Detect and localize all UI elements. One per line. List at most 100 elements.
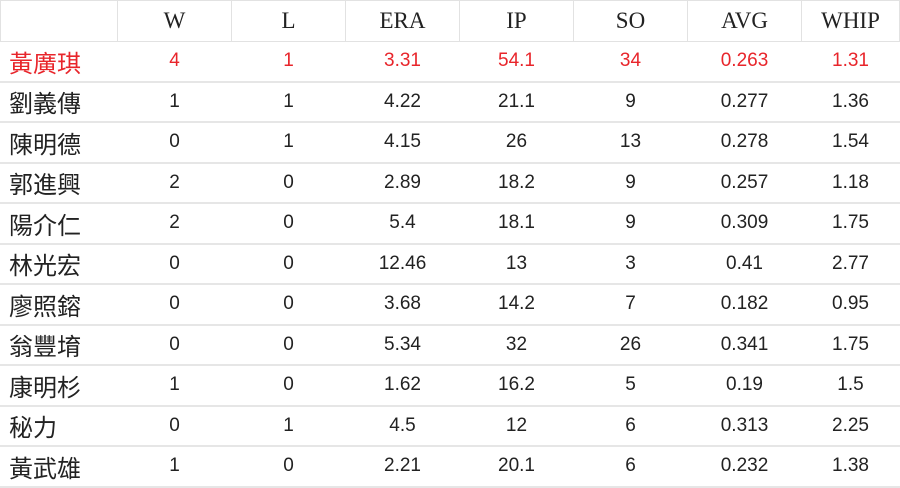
stat-cell: 1 — [117, 445, 232, 488]
stat-cell: 4.15 — [345, 121, 460, 164]
table-row: 劉義傳 1 1 4.22 21.1 9 0.277 1.36 — [0, 81, 900, 123]
stat-cell: 4.5 — [345, 405, 460, 447]
player-name: 廖照鎔 — [0, 283, 118, 326]
stat-cell: 1.18 — [801, 162, 900, 204]
stat-cell: 20.1 — [459, 445, 574, 488]
stat-cell: 1 — [231, 405, 346, 447]
stat-cell: 0.263 — [687, 41, 802, 83]
table-row: 陳明德 0 1 4.15 26 13 0.278 1.54 — [0, 121, 900, 164]
stat-cell: 4 — [117, 41, 232, 83]
table-row: 黃廣琪 4 1 3.31 54.1 34 0.263 1.31 — [0, 41, 900, 83]
stat-cell: 13 — [459, 243, 574, 285]
table-row: 翁豐堉 0 0 5.34 32 26 0.341 1.75 — [0, 324, 900, 366]
stat-cell: 26 — [573, 324, 688, 366]
player-name: 陽介仁 — [0, 202, 118, 245]
stat-cell: 14.2 — [459, 283, 574, 326]
stat-cell: 4.22 — [345, 81, 460, 123]
stat-cell: 6 — [573, 445, 688, 488]
stat-cell: 0 — [231, 162, 346, 204]
stat-cell: 12.46 — [345, 243, 460, 285]
stat-cell: 0 — [117, 324, 232, 366]
player-name: 康明杉 — [0, 364, 118, 407]
stat-cell: 26 — [459, 121, 574, 164]
table-row: 秘力 0 1 4.5 12 6 0.313 2.25 — [0, 405, 900, 447]
table-row: 黃武雄 1 0 2.21 20.1 6 0.232 1.38 — [0, 445, 900, 488]
player-name: 郭進興 — [0, 162, 118, 204]
stat-cell: 0 — [117, 121, 232, 164]
player-name: 秘力 — [0, 405, 118, 447]
column-header: W — [117, 0, 232, 42]
stat-cell: 1.62 — [345, 364, 460, 407]
stat-cell: 0 — [231, 243, 346, 285]
stat-cell: 0.341 — [687, 324, 802, 366]
stat-cell: 1.31 — [801, 41, 900, 83]
stat-cell: 0.277 — [687, 81, 802, 123]
player-name: 陳明德 — [0, 121, 118, 164]
stat-cell: 18.2 — [459, 162, 574, 204]
stat-cell: 0 — [231, 283, 346, 326]
stat-cell: 54.1 — [459, 41, 574, 83]
stat-cell: 21.1 — [459, 81, 574, 123]
stat-cell: 1.5 — [801, 364, 900, 407]
stat-cell: 1 — [231, 121, 346, 164]
stat-cell: 0.182 — [687, 283, 802, 326]
stat-cell: 13 — [573, 121, 688, 164]
stat-cell: 2.77 — [801, 243, 900, 285]
stat-cell: 1.75 — [801, 202, 900, 245]
stat-cell: 0 — [117, 283, 232, 326]
stat-cell: 1 — [117, 81, 232, 123]
player-name: 黃廣琪 — [0, 41, 118, 83]
stat-cell: 0.313 — [687, 405, 802, 447]
stat-cell: 5.4 — [345, 202, 460, 245]
stat-cell: 0.257 — [687, 162, 802, 204]
stat-cell: 18.1 — [459, 202, 574, 245]
stat-cell: 1 — [117, 364, 232, 407]
stat-cell: 3.68 — [345, 283, 460, 326]
stat-cell: 5 — [573, 364, 688, 407]
column-header: SO — [573, 0, 688, 42]
stat-cell: 9 — [573, 81, 688, 123]
stat-cell: 1.75 — [801, 324, 900, 366]
stat-cell: 0.95 — [801, 283, 900, 326]
corner-cell — [0, 0, 118, 42]
stat-cell: 9 — [573, 202, 688, 245]
stat-cell: 0.19 — [687, 364, 802, 407]
stat-cell: 3.31 — [345, 41, 460, 83]
table-row: 陽介仁 2 0 5.4 18.1 9 0.309 1.75 — [0, 202, 900, 245]
stat-cell: 1.36 — [801, 81, 900, 123]
table-row: 郭進興 2 0 2.89 18.2 9 0.257 1.18 — [0, 162, 900, 204]
stat-cell: 0.278 — [687, 121, 802, 164]
stat-cell: 2 — [117, 202, 232, 245]
column-header: IP — [459, 0, 574, 42]
stat-cell: 2.25 — [801, 405, 900, 447]
stat-cell: 6 — [573, 405, 688, 447]
stat-cell: 12 — [459, 405, 574, 447]
column-header: L — [231, 0, 346, 42]
column-header: ERA — [345, 0, 460, 42]
stat-cell: 0 — [231, 324, 346, 366]
stat-cell: 3 — [573, 243, 688, 285]
stat-cell: 0 — [117, 243, 232, 285]
stat-cell: 1.38 — [801, 445, 900, 488]
stat-cell: 1 — [231, 41, 346, 83]
stat-cell: 0 — [117, 405, 232, 447]
column-header: AVG — [687, 0, 802, 42]
header-row: W L ERA IP SO AVG WHIP — [0, 0, 900, 42]
player-name: 翁豐堉 — [0, 324, 118, 366]
stat-cell: 0.232 — [687, 445, 802, 488]
stat-cell: 2 — [117, 162, 232, 204]
stat-cell: 9 — [573, 162, 688, 204]
player-name: 林光宏 — [0, 243, 118, 285]
stat-cell: 0.41 — [687, 243, 802, 285]
table-row: 林光宏 0 0 12.46 13 3 0.41 2.77 — [0, 243, 900, 285]
stat-cell: 0 — [231, 202, 346, 245]
stat-cell: 2.89 — [345, 162, 460, 204]
stat-cell: 0 — [231, 445, 346, 488]
player-name: 劉義傳 — [0, 81, 118, 123]
stat-cell: 32 — [459, 324, 574, 366]
column-header: WHIP — [801, 0, 900, 42]
stat-cell: 7 — [573, 283, 688, 326]
table-body: 黃廣琪 4 1 3.31 54.1 34 0.263 1.31 劉義傳 1 1 4.22 21.1 9 0.… — [0, 41, 900, 488]
